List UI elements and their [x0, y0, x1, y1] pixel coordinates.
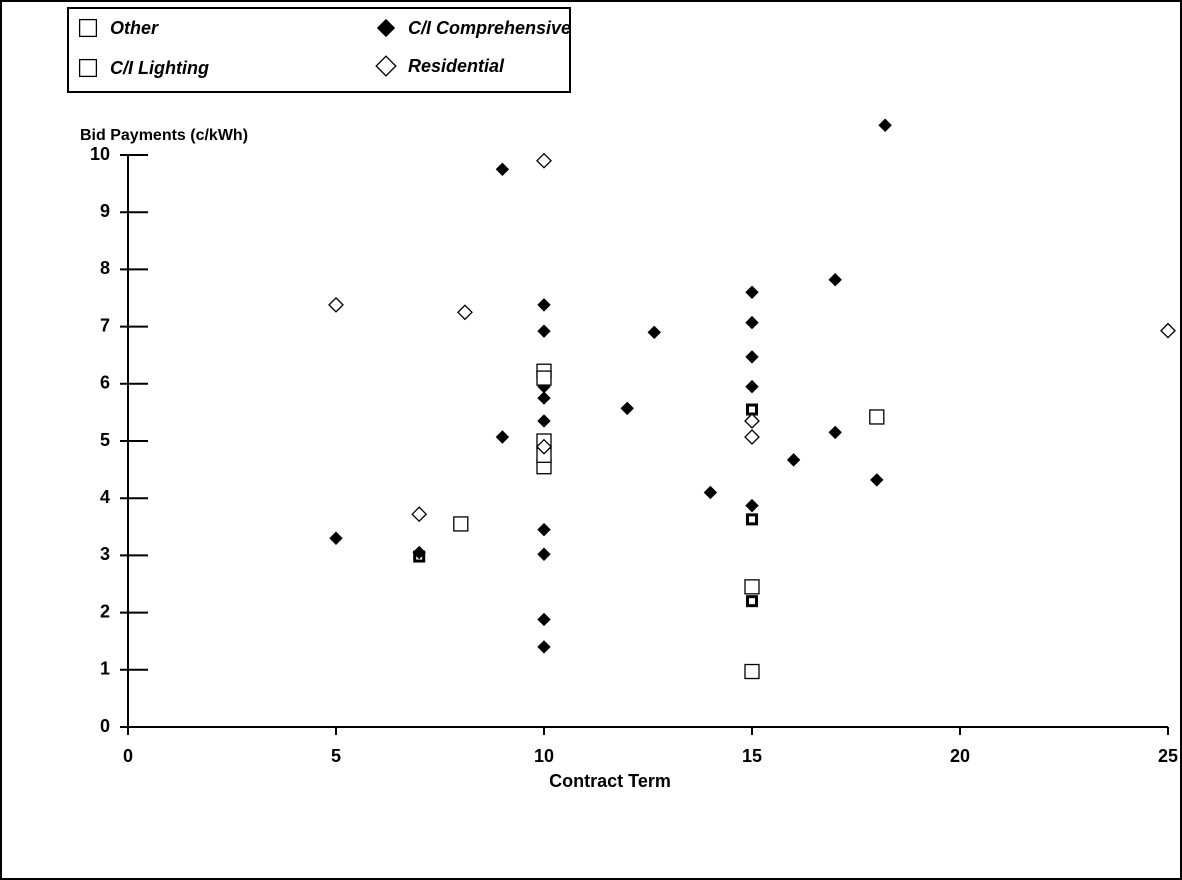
marker-square	[78, 18, 98, 38]
marker-diamond	[745, 285, 759, 299]
marker-square	[536, 370, 552, 386]
marker-diamond	[745, 379, 759, 394]
y-tick-label: 9	[100, 201, 110, 221]
marker-diamond	[828, 272, 842, 287]
marker-diamond	[328, 296, 344, 313]
legend-label: Residential	[408, 56, 505, 76]
y-tick-label: 4	[100, 487, 110, 507]
marker-diamond	[412, 545, 426, 560]
marker-diamond	[647, 325, 661, 340]
marker-diamond	[537, 612, 551, 627]
y-tick-label: 7	[100, 315, 110, 335]
marker-diamond	[537, 391, 551, 405]
marker-diamond	[703, 485, 718, 500]
y-tick-label: 10	[90, 144, 110, 164]
marker-diamond	[828, 425, 842, 440]
marker-square	[746, 403, 758, 416]
y-tick-label: 8	[100, 258, 110, 278]
marker-diamond	[329, 531, 343, 545]
legend-label: Other	[110, 18, 159, 38]
x-axis-label: Contract Term	[549, 771, 671, 791]
marker-diamond	[495, 430, 510, 444]
marker-square	[78, 58, 98, 78]
marker-diamond	[745, 350, 759, 364]
x-tick-label: 25	[1158, 746, 1178, 766]
marker-diamond	[375, 55, 397, 77]
y-tick-label: 2	[100, 601, 110, 621]
legend-label: C/I Lighting	[110, 58, 209, 78]
marker-diamond	[1160, 322, 1176, 339]
marker-diamond	[745, 498, 759, 513]
marker-square	[744, 663, 760, 680]
marker-diamond	[537, 414, 551, 428]
x-tick-label: 10	[534, 746, 554, 766]
marker-square	[746, 595, 758, 608]
y-tick-label: 0	[100, 716, 110, 736]
legend-label: C/I Comprehensive	[408, 18, 571, 38]
legend-box	[67, 7, 571, 93]
marker-square	[869, 409, 885, 425]
y-axis-label: Bid Payments (c/kWh)	[80, 127, 248, 144]
marker-diamond	[620, 401, 634, 416]
x-tick-label: 0	[123, 746, 133, 766]
y-tick-label: 6	[100, 373, 110, 393]
y-tick-label: 1	[100, 659, 110, 679]
marker-square	[746, 513, 758, 526]
marker-diamond	[537, 640, 551, 654]
marker-diamond	[744, 413, 760, 429]
x-tick-label: 15	[742, 746, 762, 766]
marker-diamond	[536, 438, 552, 455]
marker-diamond	[537, 547, 551, 561]
marker-diamond	[744, 429, 760, 445]
marker-diamond	[536, 152, 552, 169]
marker-diamond	[537, 298, 551, 312]
y-tick-label: 3	[100, 544, 110, 564]
marker-diamond	[376, 18, 396, 38]
marker-diamond	[495, 162, 510, 177]
marker-diamond	[537, 324, 551, 338]
marker-diamond	[537, 522, 551, 537]
marker-square	[453, 516, 469, 532]
marker-diamond	[745, 315, 759, 330]
x-tick-label: 5	[331, 746, 341, 766]
y-tick-label: 5	[100, 430, 110, 450]
marker-diamond	[870, 473, 884, 487]
marker-diamond	[878, 118, 892, 132]
marker-diamond	[457, 304, 473, 321]
x-tick-label: 20	[950, 746, 970, 766]
marker-diamond	[786, 453, 801, 467]
marker-diamond	[411, 506, 428, 523]
marker-square	[744, 579, 760, 595]
